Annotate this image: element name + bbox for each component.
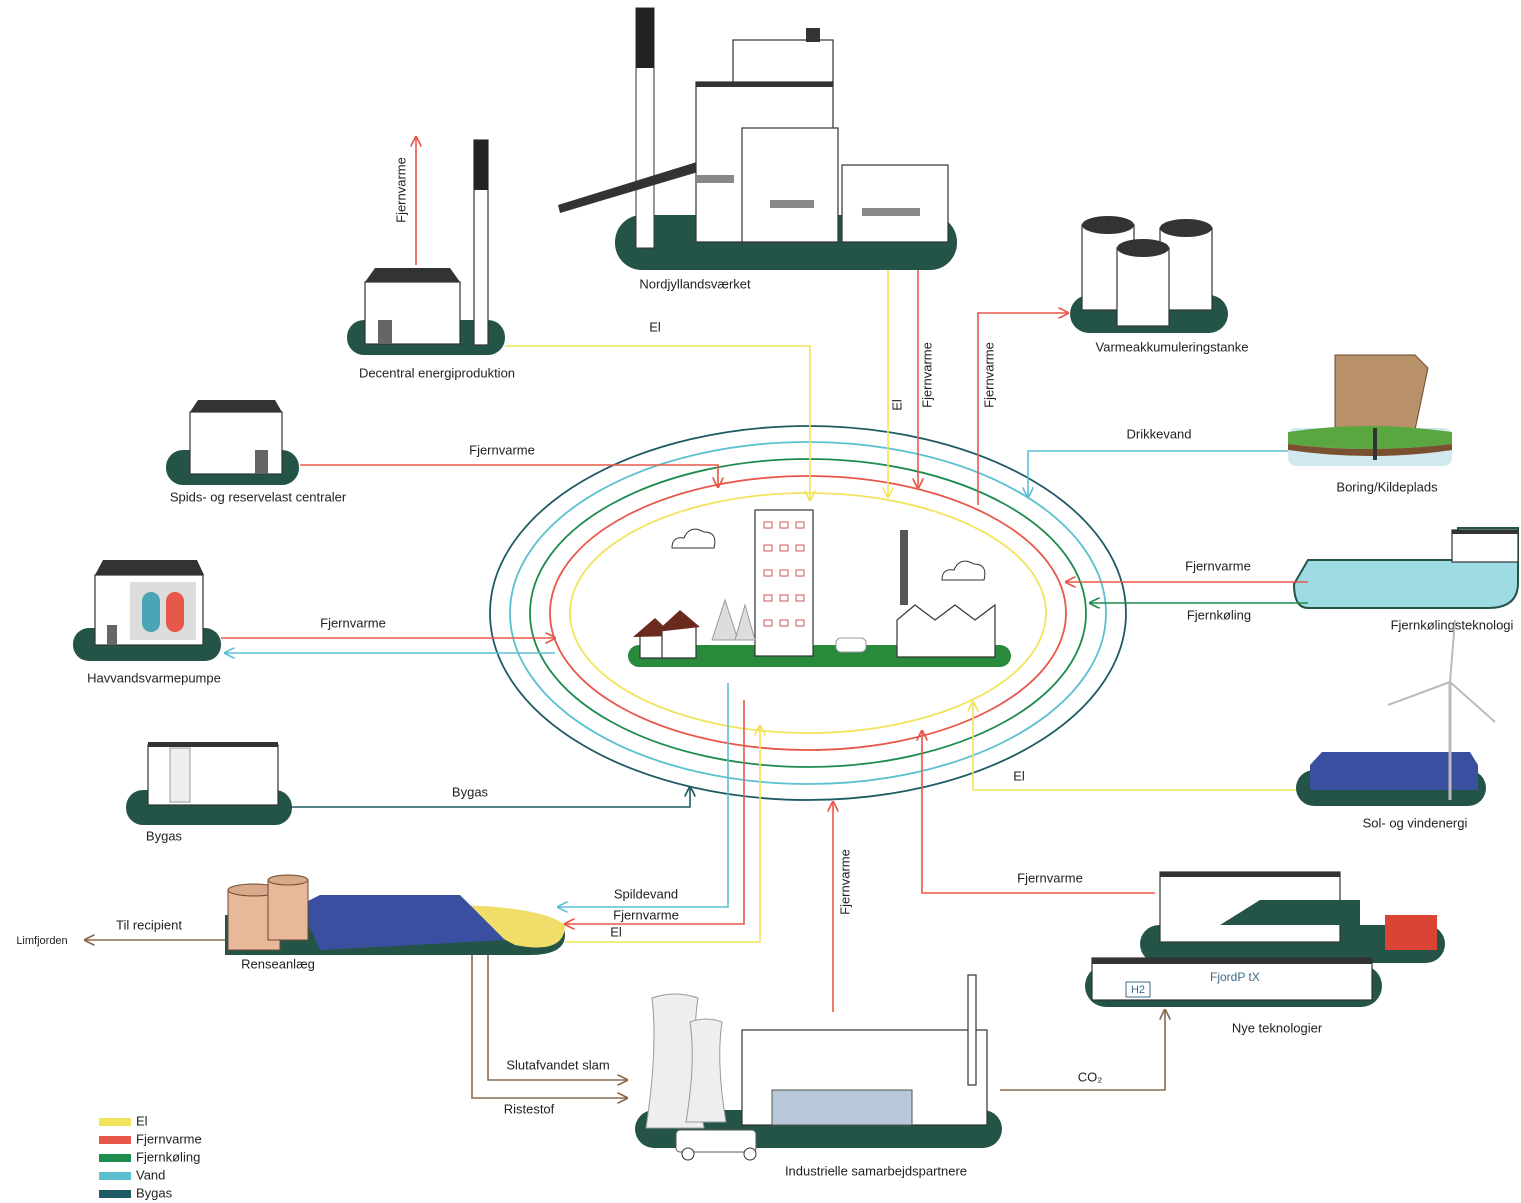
flow-label: Fjernkøling — [1187, 607, 1251, 622]
flow-label: Fjernvarme — [613, 907, 679, 922]
flow-label: CO₂ — [1078, 1069, 1103, 1084]
flow-line — [558, 683, 728, 907]
node-label: Renseanlæg — [241, 956, 315, 971]
node-label: Bygas — [146, 828, 183, 843]
node-tanks: Varmeakkumuleringstanke — [1070, 216, 1248, 354]
node-label: Industrielle samarbejdspartnere — [785, 1163, 967, 1178]
node-decentral: Decentral energiproduktion — [347, 140, 515, 380]
legend-swatch — [99, 1154, 131, 1162]
city — [628, 510, 1011, 667]
legend-swatch — [99, 1190, 131, 1198]
flow-label: Bygas — [452, 784, 489, 799]
node-havvand: Havvandsvarmepumpe — [73, 560, 221, 685]
node-fjernkoling: Fjernkølingsteknologi — [1294, 528, 1518, 632]
badge: H2 — [1131, 984, 1145, 996]
flow-label: Fjernvarme — [393, 157, 408, 223]
flow-label: Fjernvarme — [981, 342, 996, 408]
flow-label: Fjernvarme — [469, 442, 535, 457]
flow-line — [1028, 451, 1288, 497]
legend-swatch — [99, 1172, 131, 1180]
flow-label: El — [889, 399, 904, 411]
legend-label: Vand — [136, 1167, 165, 1182]
node-label: Decentral energiproduktion — [359, 365, 515, 380]
node-boring: Boring/Kildeplads — [1288, 355, 1452, 494]
flow-label: Til recipient — [116, 917, 182, 932]
node-label: Havvandsvarmepumpe — [87, 670, 221, 685]
node-industrielle: Industrielle samarbejdspartnere — [635, 975, 1002, 1178]
flow-label: Fjernvarme — [837, 849, 852, 915]
legend: El Fjernvarme Fjernkøling Vand Bygas — [99, 1113, 202, 1200]
badge: FjordP tX — [1210, 970, 1260, 984]
flow-line — [292, 787, 690, 807]
node-nordjyllandsvaerket: Nordjyllandsværket — [558, 8, 957, 291]
flow-label: Drikkevand — [1126, 426, 1191, 441]
flow-label: El — [649, 319, 661, 334]
node-nye-teknologier: H2 FjordP tX Nye teknologier — [1085, 872, 1445, 1035]
flow-label: Slutafvandet slam — [506, 1057, 609, 1072]
legend-swatch — [99, 1136, 131, 1144]
flow-line — [505, 346, 810, 500]
node-label: Boring/Kildeplads — [1336, 479, 1438, 494]
flow-label: Fjernvarme — [1017, 870, 1083, 885]
node-label: Limfjorden — [16, 935, 67, 947]
node-renseanlaeg: Renseanlæg — [225, 875, 565, 971]
flow-label: Fjernvarme — [919, 342, 934, 408]
legend-label: El — [136, 1113, 148, 1128]
flow-line — [922, 731, 1155, 893]
node-spids: Spids- og reservelast centraler — [166, 400, 347, 504]
flow-label: El — [1013, 768, 1025, 783]
flow-label: Ristestof — [504, 1101, 555, 1116]
legend-label: Fjernvarme — [136, 1131, 202, 1146]
flow-label: Fjernvarme — [320, 615, 386, 630]
node-label: Nordjyllandsværket — [639, 276, 751, 291]
legend-label: Bygas — [136, 1185, 173, 1200]
node-label: Varmeakkumuleringstanke — [1096, 339, 1249, 354]
flow-label: Spildevand — [614, 886, 678, 901]
node-label: Sol- og vindenergi — [1363, 815, 1468, 830]
node-label: Fjernkølingsteknologi — [1391, 617, 1514, 632]
node-label: Nye teknologier — [1232, 1020, 1323, 1035]
flow-label: Fjernvarme — [1185, 558, 1251, 573]
diagram: Nordjyllandsværket Decentral energiprodu… — [0, 0, 1521, 1203]
node-sol: Sol- og vindenergi — [1296, 620, 1495, 830]
legend-label: Fjernkøling — [136, 1149, 200, 1164]
node-bygas: Bygas — [126, 742, 292, 843]
flow-label: El — [610, 924, 622, 939]
node-label: Spids- og reservelast centraler — [170, 489, 347, 504]
flow-line — [472, 955, 627, 1098]
legend-swatch — [99, 1118, 131, 1126]
